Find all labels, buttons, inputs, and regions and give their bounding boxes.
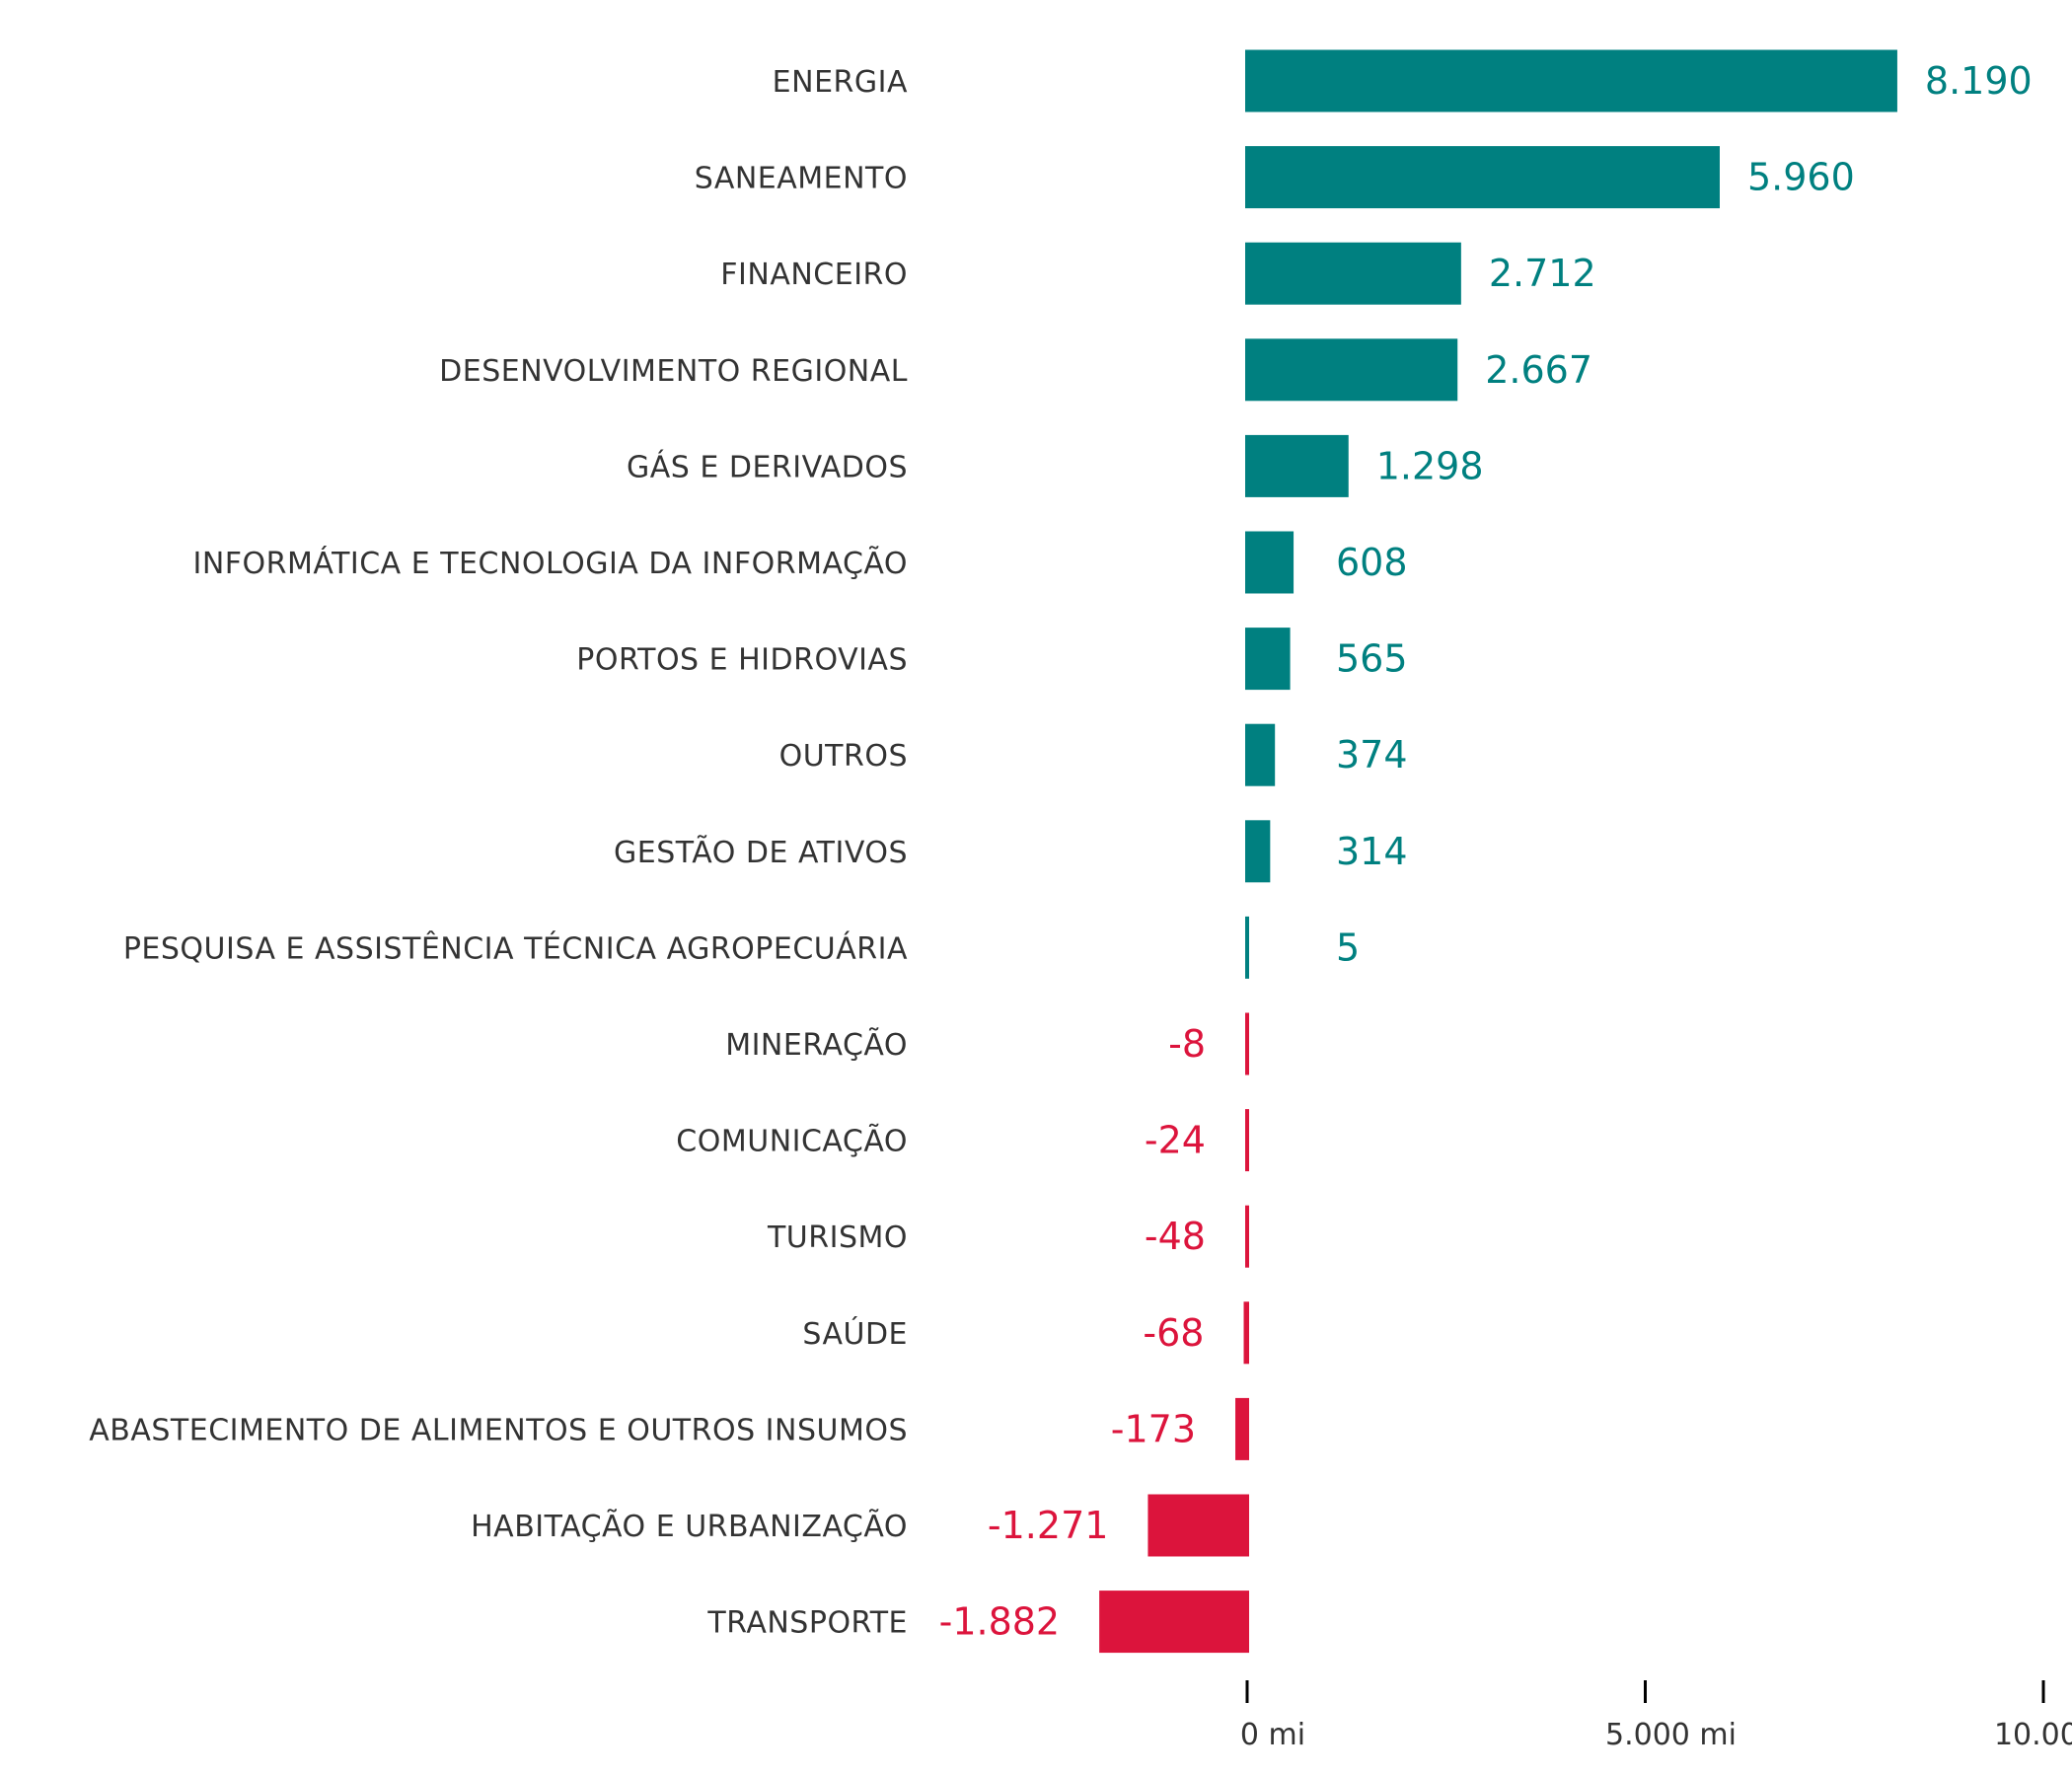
- category-label: GÁS E DERIVADOS: [627, 449, 908, 484]
- x-tick-label: 5.000 mi: [1605, 1718, 1737, 1752]
- value-label: 5.960: [1747, 156, 1855, 199]
- bar-row: SAÚDE -68: [802, 1301, 1249, 1365]
- bar-row: PESQUISA E ASSISTÊNCIA TÉCNICA AGROPECUÁ…: [123, 916, 1360, 979]
- bar-row: MINERAÇÃO -8: [725, 1012, 1249, 1075]
- category-label: SANEAMENTO: [695, 162, 908, 196]
- category-label: COMUNICAÇÃO: [676, 1124, 908, 1159]
- bar: [1245, 146, 1720, 209]
- bar: [1245, 242, 1461, 305]
- bar: [1245, 49, 1897, 112]
- bar-row: GESTÃO DE ATIVOS 314: [614, 820, 1408, 883]
- bar: [1245, 1012, 1249, 1075]
- x-tick-label: 0 mi: [1240, 1718, 1305, 1752]
- bar-row: HABITAÇÃO E URBANIZAÇÃO -1.271: [471, 1494, 1249, 1557]
- bar: [1235, 1397, 1249, 1460]
- category-label: DESENVOLVIMENTO REGIONAL: [439, 354, 908, 389]
- value-label: 2.712: [1489, 252, 1596, 295]
- bar-row: COMUNICAÇÃO -24: [676, 1109, 1249, 1172]
- bar-row: PORTOS E HIDROVIAS 565: [576, 628, 1408, 691]
- value-label: -1.882: [939, 1600, 1061, 1644]
- category-label: PESQUISA E ASSISTÊNCIA TÉCNICA AGROPECUÁ…: [123, 930, 908, 966]
- value-label: 5: [1336, 925, 1360, 969]
- value-label: 1.298: [1376, 444, 1484, 487]
- value-label: 374: [1336, 733, 1408, 777]
- category-label: MINERAÇÃO: [725, 1027, 908, 1063]
- category-label: ENERGIA: [773, 65, 908, 100]
- bar: [1245, 1109, 1249, 1172]
- category-label: TURISMO: [767, 1221, 908, 1255]
- bar-row: TRANSPORTE -1.882: [706, 1591, 1249, 1654]
- value-label: -173: [1111, 1407, 1196, 1450]
- bar: [1245, 916, 1249, 979]
- bar-row: ENERGIA 8.190: [773, 49, 2033, 112]
- category-label: SAÚDE: [802, 1315, 908, 1352]
- bar: [1245, 628, 1291, 691]
- category-label: FINANCEIRO: [720, 258, 908, 292]
- category-label: ABASTECIMENTO DE ALIMENTOS E OUTROS INSU…: [89, 1413, 908, 1447]
- x-tick-label: 10.000 mi: [1994, 1718, 2072, 1752]
- bar: [1245, 820, 1271, 883]
- value-label: 314: [1336, 830, 1408, 873]
- category-label: INFORMÁTICA E TECNOLOGIA DA INFORMAÇÃO: [192, 546, 908, 581]
- bar: [1099, 1591, 1249, 1654]
- bar-row: INFORMÁTICA E TECNOLOGIA DA INFORMAÇÃO 60…: [192, 531, 1408, 594]
- bar: [1245, 434, 1349, 497]
- bar-row: TURISMO -48: [767, 1205, 1249, 1268]
- bars-group: ENERGIA 8.190 SANEAMENTO 5.960 FINANCEIRO 2.7…: [89, 49, 2033, 1654]
- category-label: OUTROS: [779, 739, 908, 774]
- value-label: -48: [1145, 1215, 1206, 1258]
- value-label: -8: [1168, 1022, 1206, 1066]
- bar-row: SANEAMENTO 5.960: [695, 146, 1855, 209]
- bar-row: FINANCEIRO 2.712: [720, 242, 1596, 305]
- bar: [1245, 1205, 1249, 1268]
- value-label: -24: [1145, 1119, 1206, 1162]
- value-label: -1.271: [988, 1504, 1109, 1547]
- bar-row: OUTROS 374: [779, 723, 1408, 786]
- x-axis: 0 mi 5.000 mi 10.000 mi: [1240, 1680, 2072, 1752]
- bar: [1245, 338, 1458, 402]
- category-label: TRANSPORTE: [706, 1606, 908, 1641]
- bar-row: ABASTECIMENTO DE ALIMENTOS E OUTROS INSU…: [89, 1397, 1249, 1460]
- bar: [1245, 723, 1276, 786]
- value-label: -68: [1143, 1311, 1204, 1355]
- bar: [1147, 1494, 1249, 1557]
- bar-row: GÁS E DERIVADOS 1.298: [627, 434, 1484, 497]
- value-label: 608: [1336, 541, 1408, 584]
- bar: [1243, 1301, 1249, 1365]
- bar-row: DESENVOLVIMENTO REGIONAL 2.667: [439, 338, 1592, 402]
- value-label: 565: [1336, 637, 1408, 681]
- value-label: 2.667: [1485, 348, 1592, 392]
- bar: [1245, 531, 1295, 594]
- category-label: PORTOS E HIDROVIAS: [576, 643, 908, 678]
- category-label: HABITAÇÃO E URBANIZAÇÃO: [471, 1509, 908, 1544]
- category-label: GESTÃO DE ATIVOS: [614, 835, 908, 870]
- value-label: 8.190: [1925, 59, 2033, 103]
